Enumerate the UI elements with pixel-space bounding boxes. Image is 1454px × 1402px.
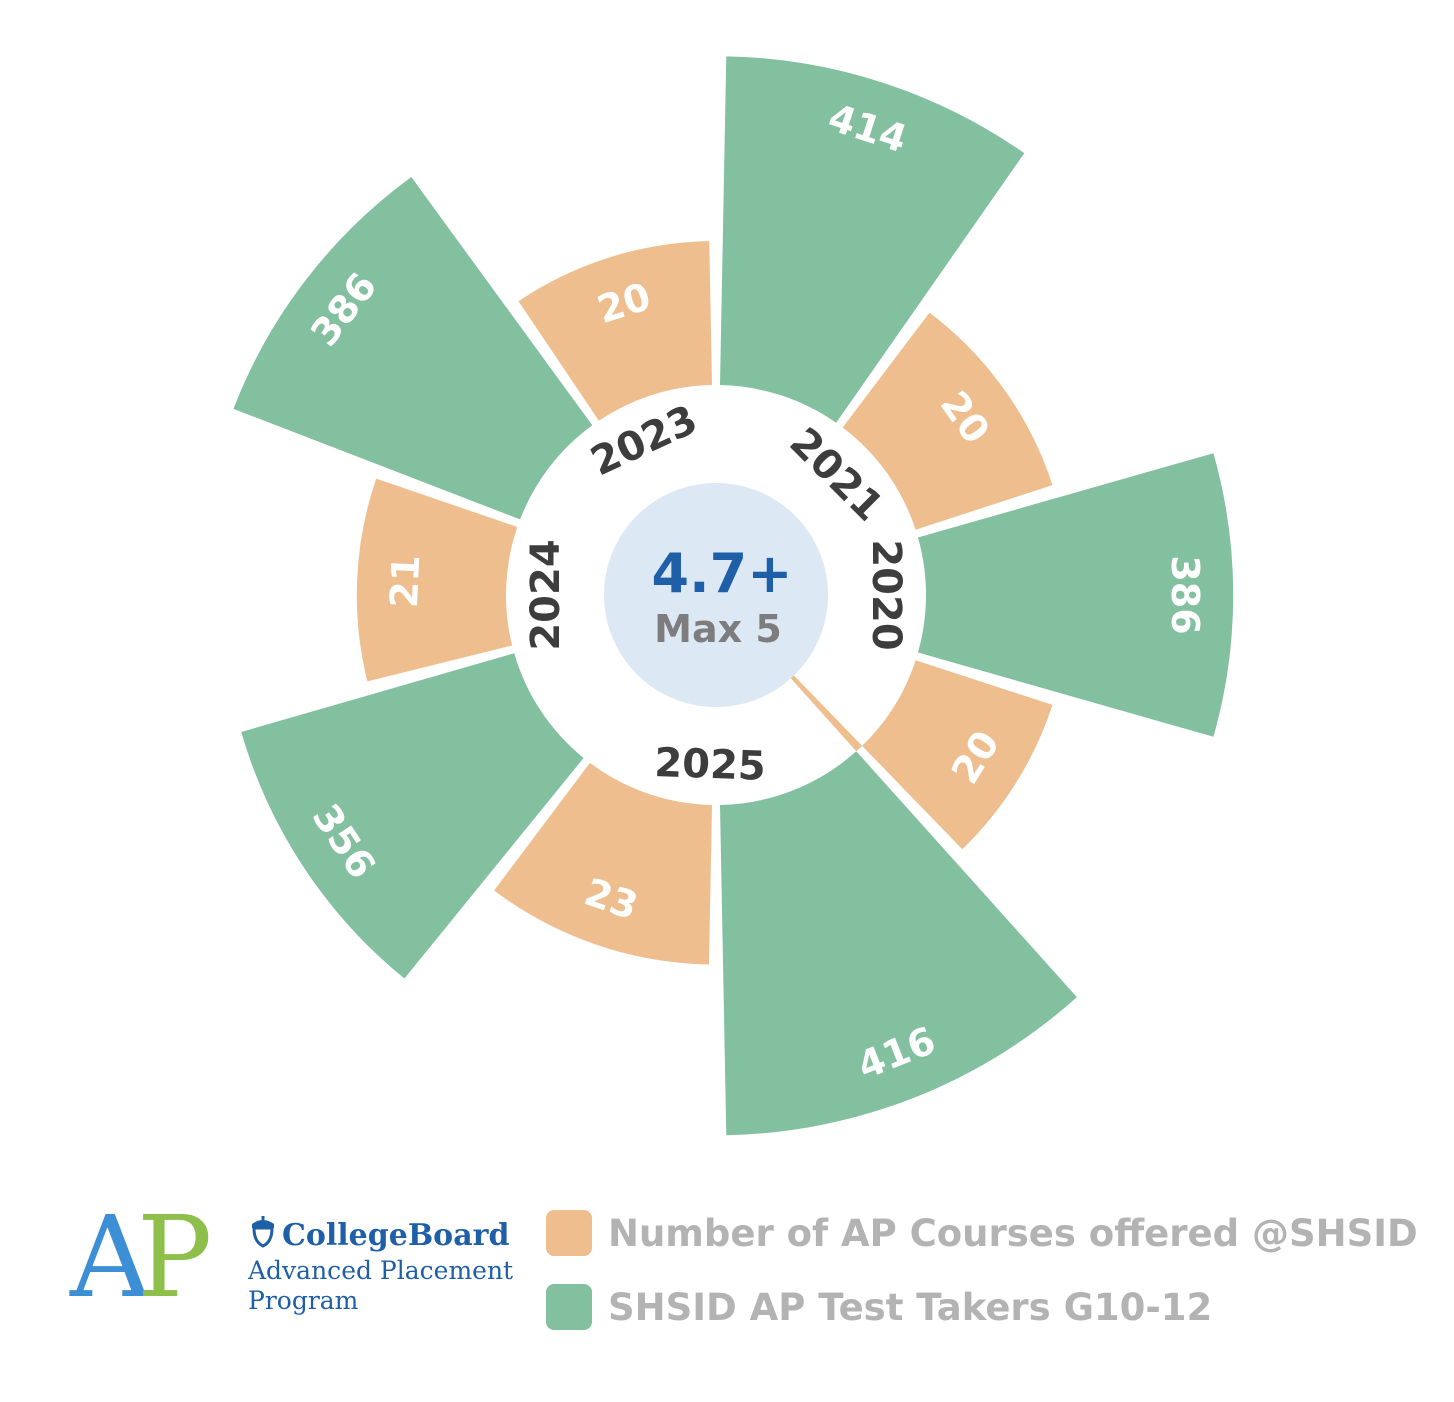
- ap-letter-p: P: [136, 1193, 212, 1323]
- center-score: 4.7+: [652, 542, 793, 605]
- collegeboard-block: CollegeBoard Advanced Placement Program: [248, 1214, 513, 1316]
- center-disc: [604, 483, 828, 707]
- courses-bar-2020: [862, 660, 1053, 850]
- year-label-2020: 2020: [863, 539, 909, 650]
- ap-collegeboard-logo: AP CollegeBoard Advanced Placement Progr…: [70, 1198, 530, 1330]
- collegeboard-text: CollegeBoard: [282, 1217, 510, 1253]
- takers-bar-2020: [917, 453, 1234, 737]
- takers-bar-2021: [719, 56, 1025, 423]
- year-label-2025: 2025: [654, 740, 767, 790]
- logo-line-1: Advanced Placement: [248, 1256, 514, 1285]
- takers-bar-2023: [233, 177, 593, 520]
- takers-bar-2020-label: 386: [1163, 555, 1207, 634]
- legend-swatch-courses: [546, 1210, 592, 1256]
- courses-bar-2024: [356, 478, 518, 682]
- acorn-icon: [248, 1214, 278, 1256]
- ap-logo-letters: AP: [70, 1198, 212, 1318]
- courses-bar-2025: [494, 762, 713, 965]
- takers-bar-2025: [719, 751, 1077, 1136]
- legend: Number of AP Courses offered @SHSID SHSI…: [546, 1208, 1418, 1356]
- legend-label-takers: SHSID AP Test Takers G10-12: [608, 1285, 1213, 1329]
- center-max-label: Max 5: [654, 607, 782, 651]
- collegeboard-name: CollegeBoard: [248, 1214, 513, 1256]
- legend-item-courses: Number of AP Courses offered @SHSID: [546, 1208, 1418, 1258]
- courses-bar-2024-label: 21: [382, 554, 428, 609]
- courses-bar-2023: [518, 241, 713, 421]
- logo-line-2: Program: [248, 1286, 359, 1315]
- courses-bar-2021: [842, 312, 1053, 530]
- legend-swatch-takers: [546, 1284, 592, 1330]
- legend-label-courses: Number of AP Courses offered @SHSID: [608, 1211, 1418, 1255]
- year-label-2024: 2024: [523, 539, 569, 650]
- ap-letter-a: A: [70, 1193, 151, 1323]
- takers-bar-2024: [241, 653, 584, 979]
- legend-item-takers: SHSID AP Test Takers G10-12: [546, 1282, 1418, 1332]
